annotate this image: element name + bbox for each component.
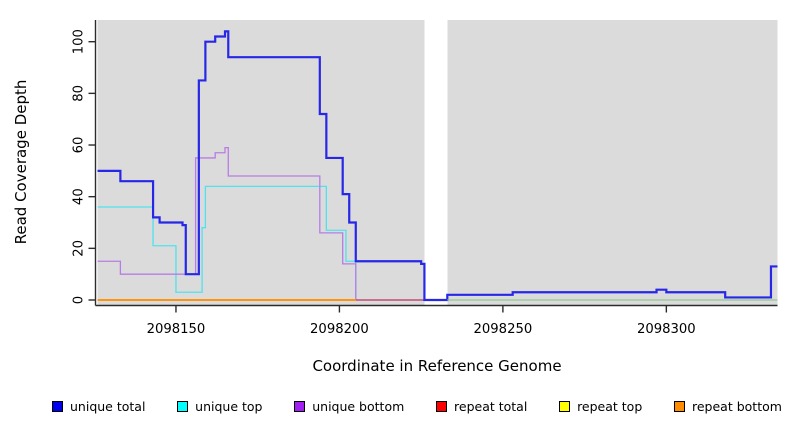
series-line-unique-total [97,30,778,302]
legend-swatch-repeat-total [436,401,448,412]
legend-swatch-repeat-top [559,401,571,412]
y-tick-label: 0 [72,296,87,304]
plot-canvas: 0 20 40 60 80 100 2098150 2098200 2098250 2098300 [72,20,778,337]
gap-region [424,20,448,305]
series-line-unique-top [97,185,425,301]
x-tick-label: 2098250 [474,322,533,337]
legend-swatch-unique-bottom [294,401,306,412]
legend-item-unique-bottom: unique bottom [294,399,404,414]
legend-label: unique total [70,399,146,414]
legend-swatch-repeat-bottom [674,401,685,412]
legend-label: repeat total [454,399,528,414]
legend-item-repeat-total: repeat total [436,399,527,414]
legend-item-repeat-bottom: repeat bottom [674,399,782,414]
legend: unique total unique top unique bottom repea… [52,399,782,414]
y-tick-label: 20 [72,240,87,257]
legend-item-unique-top: unique top [177,399,262,414]
x-tick-label: 2098200 [310,322,369,337]
legend-swatch-unique-top [177,401,189,412]
y-tick-label: 40 [72,188,87,205]
x-axis-title: Coordinate in Reference Genome [312,357,562,375]
series-line-unique-bottom [97,146,425,301]
y-tick-label: 80 [72,85,87,102]
x-tick-label: 2098150 [147,322,206,337]
legend-label: unique top [195,399,263,414]
legend-label: repeat bottom [692,399,782,414]
y-axis-title: Read Coverage Depth [12,79,30,245]
legend-label: repeat top [577,399,643,414]
x-tick-label: 2098300 [637,322,696,337]
legend-swatch-unique-total [52,401,63,412]
legend-label: unique bottom [312,399,405,414]
legend-item-unique-total: unique total [52,399,145,414]
legend-item-repeat-top: repeat top [559,399,642,414]
y-tick-label: 60 [72,137,87,154]
y-tick-label: 100 [72,29,87,54]
